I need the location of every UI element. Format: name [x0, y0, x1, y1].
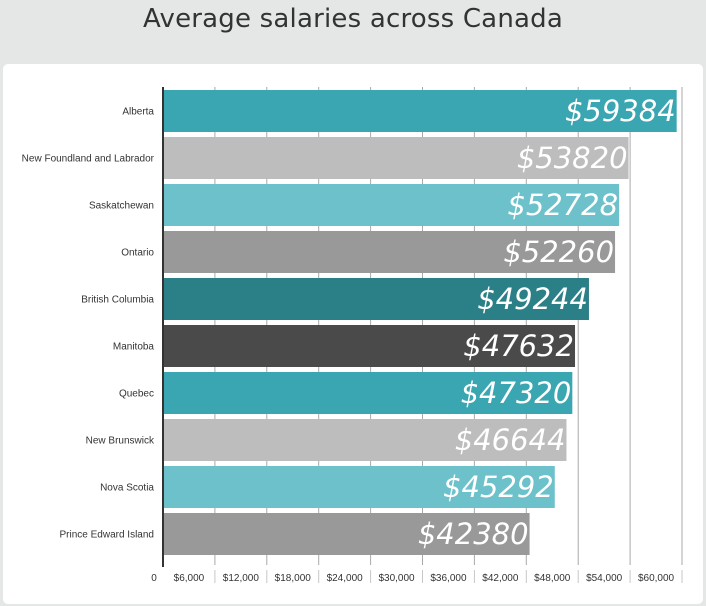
x-tick-label: $30,000	[378, 573, 415, 584]
chart-title: Average salaries across Canada	[143, 4, 563, 34]
bar	[163, 372, 573, 414]
header-bar: Average salaries across Canada	[0, 0, 706, 64]
category-label: British Columbia	[81, 295, 154, 306]
category-label: Prince Edward Island	[60, 530, 155, 541]
data-label: $47320	[461, 376, 572, 410]
bar	[163, 513, 530, 555]
x-tick-label: $24,000	[327, 573, 364, 584]
category-label: Alberta	[122, 107, 154, 118]
x-tick-label: $12,000	[223, 573, 260, 584]
data-label: $42380	[418, 517, 529, 551]
bar	[163, 325, 576, 367]
bar	[163, 466, 555, 508]
data-label: $52728	[507, 188, 618, 222]
data-label: $46644	[455, 423, 566, 457]
x-tick-label: $42,000	[482, 573, 519, 584]
x-tick-label: $6,000	[174, 573, 205, 584]
data-label: $45292	[443, 470, 554, 504]
data-label: $47632	[463, 329, 574, 363]
x-tick-label: $36,000	[430, 573, 467, 584]
category-label: Ontario	[121, 248, 154, 259]
bar	[163, 419, 567, 461]
x-tick-label: $48,000	[534, 573, 571, 584]
data-label: $49244	[477, 282, 588, 316]
category-label: Nova Scotia	[100, 483, 154, 494]
category-label: Manitoba	[113, 342, 155, 353]
category-label: New Foundland and Labrador	[22, 154, 155, 165]
bar	[163, 231, 616, 273]
bar	[163, 278, 589, 320]
category-label: New Brunswick	[86, 436, 155, 447]
bar	[163, 90, 677, 132]
x-tick-label: 0	[151, 573, 157, 584]
data-label: $59384	[565, 94, 676, 128]
data-label: $52260	[503, 235, 614, 269]
data-label: $53820	[517, 141, 628, 175]
category-label: Quebec	[119, 389, 154, 400]
x-tick-label: $60,000	[638, 573, 675, 584]
category-label: Saskatchewan	[89, 201, 154, 212]
x-tick-label: $54,000	[586, 573, 623, 584]
bar	[163, 184, 620, 226]
bar	[163, 137, 629, 179]
x-tick-label: $18,000	[275, 573, 312, 584]
